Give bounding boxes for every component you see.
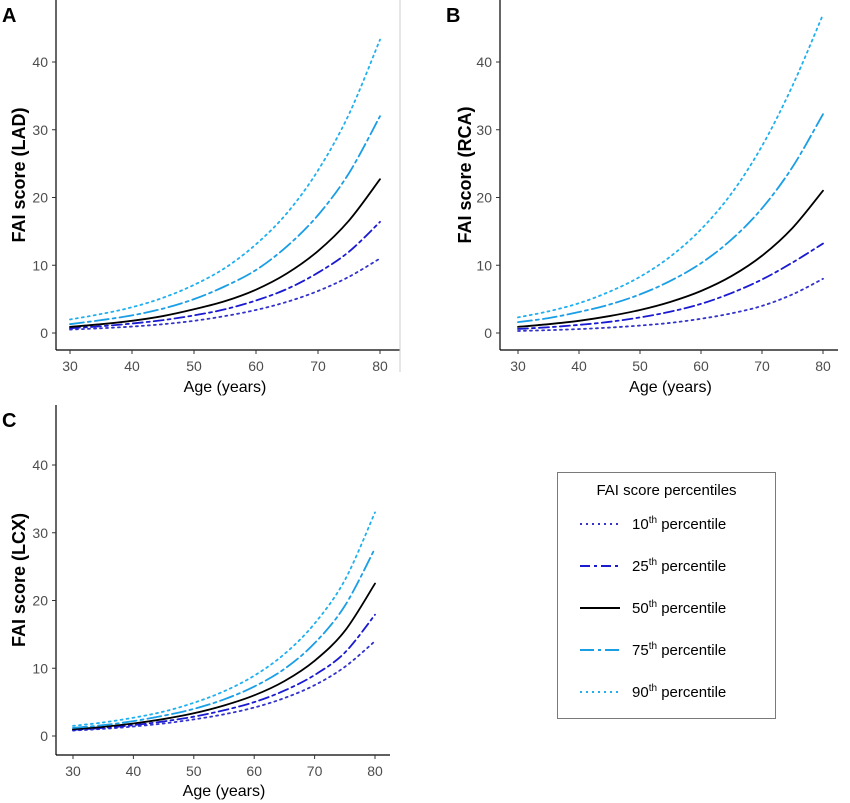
y-tick-label: 40 <box>32 457 48 473</box>
panel-b: 0 10 20 30 40 30 40 50 60 70 80 Age (years) FAI scor… <box>446 0 838 396</box>
y-axis-label: FAI score (LCX) <box>9 513 29 647</box>
series-line-50th <box>69 178 381 328</box>
x-axis-label: Age (years) <box>184 379 267 396</box>
legend-item-50th: 50th percentile <box>578 597 726 619</box>
series-line-25th <box>72 613 376 731</box>
x-tick-label: 50 <box>186 358 202 374</box>
legend-key-10th <box>580 523 620 525</box>
panel-label: B <box>446 5 460 27</box>
legend-label-90th: 90th percentile <box>632 683 727 701</box>
y-tick-label: 10 <box>32 660 48 676</box>
x-tick-label: 40 <box>571 358 587 374</box>
legend-key-90th <box>580 691 620 693</box>
series-line-10th <box>517 277 824 332</box>
x-tick-label: 30 <box>510 358 526 374</box>
x-tick-label: 60 <box>693 358 709 374</box>
y-tick-label: 0 <box>484 325 492 341</box>
y-axis-label: FAI score (LAD) <box>9 107 29 242</box>
x-tick-label: 70 <box>754 358 770 374</box>
x-axis-label: Age (years) <box>629 379 712 396</box>
x-tick-label: 60 <box>248 358 264 374</box>
series-line-10th <box>69 257 381 331</box>
y-tick-label: 40 <box>32 54 48 70</box>
y-tick-label: 20 <box>476 190 492 206</box>
y-tick-label: 20 <box>32 593 48 609</box>
y-tick-label: 0 <box>40 728 48 744</box>
series-line-50th <box>72 582 376 731</box>
legend-key-50th <box>580 607 620 609</box>
legend-item-25th: 25th percentile <box>578 555 726 577</box>
y-tick-label: 20 <box>32 190 48 206</box>
series-line-90th <box>72 511 376 727</box>
x-tick-label: 60 <box>246 763 262 779</box>
series-line-75th <box>69 115 381 326</box>
series-line-90th <box>69 38 381 321</box>
x-tick-label: 50 <box>632 358 648 374</box>
x-tick-label: 80 <box>372 358 388 374</box>
series-line-25th <box>69 220 381 330</box>
legend-item-10th: 10th percentile <box>578 513 726 535</box>
series-line-75th <box>72 547 376 729</box>
y-tick-label: 40 <box>476 54 492 70</box>
series-line-25th <box>517 242 824 330</box>
legend-title: FAI score percentiles <box>596 482 737 499</box>
panel-label: C <box>2 410 16 432</box>
series-line-75th <box>517 113 824 324</box>
legend-item-75th: 75th percentile <box>578 639 726 661</box>
x-tick-label: 80 <box>367 763 383 779</box>
x-tick-label: 80 <box>815 358 831 374</box>
legend-key-25th <box>580 565 620 567</box>
x-tick-label: 70 <box>310 358 326 374</box>
y-tick-label: 30 <box>476 122 492 138</box>
x-tick-label: 40 <box>124 358 140 374</box>
legend-key-75th <box>580 649 620 651</box>
panel-label: A <box>2 5 16 27</box>
x-tick-label: 30 <box>65 763 81 779</box>
x-tick-label: 40 <box>126 763 142 779</box>
legend-label-25th: 25th percentile <box>632 557 727 575</box>
series-line-50th <box>517 189 824 328</box>
y-tick-label: 10 <box>32 257 48 273</box>
x-tick-label: 50 <box>186 763 202 779</box>
x-axis-label: Age (years) <box>183 783 266 800</box>
x-tick-label: 70 <box>307 763 323 779</box>
panel-a: 0 10 20 30 40 30 40 50 60 70 80 Age (years) FAI scor… <box>2 0 401 396</box>
series-line-90th <box>517 13 824 319</box>
legend-item-90th: 90th percentile <box>578 681 726 703</box>
legend-label-75th: 75th percentile <box>632 641 727 659</box>
series-line-10th <box>72 640 376 732</box>
y-tick-label: 10 <box>476 257 492 273</box>
legend-label-10th: 10th percentile <box>632 515 727 533</box>
panel-c: 0 10 20 30 40 30 40 50 60 70 80 Age (years) FAI scor… <box>2 405 390 800</box>
y-tick-label: 0 <box>40 325 48 341</box>
y-axis-label: FAI score (RCA) <box>455 106 475 243</box>
y-tick-label: 30 <box>32 525 48 541</box>
x-tick-label: 30 <box>62 358 78 374</box>
y-tick-label: 30 <box>32 122 48 138</box>
legend-label-50th: 50th percentile <box>632 599 727 617</box>
legend-box: FAI score percentiles 10th percentile 25… <box>557 472 776 719</box>
